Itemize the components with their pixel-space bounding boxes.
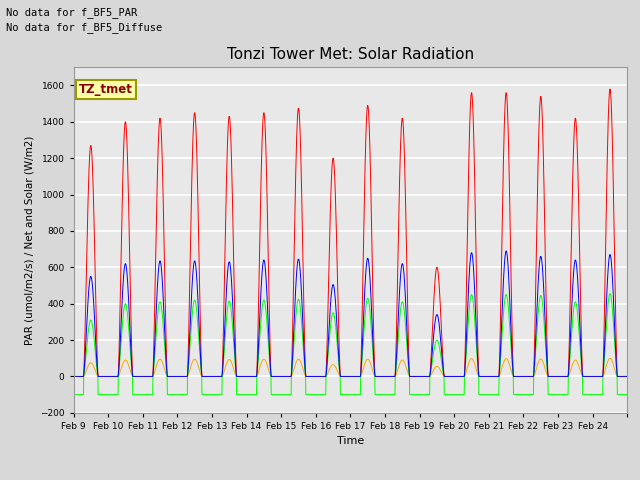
Net — [244, 392, 252, 397]
Pyranometer — [616, 373, 623, 379]
Pyranometer — [384, 373, 392, 379]
Text: No data for f_BF5_Diffuse: No data for f_BF5_Diffuse — [6, 22, 163, 33]
Reflected PAR — [517, 373, 525, 379]
Incoming PAR — [606, 86, 614, 92]
Y-axis label: PAR (umol/m2/s) / Net and Solar (W/m2): PAR (umol/m2/s) / Net and Solar (W/m2) — [24, 135, 35, 345]
Line: Reflected PAR: Reflected PAR — [74, 359, 627, 376]
Pyranometer — [125, 302, 132, 308]
Net — [125, 328, 132, 334]
Net — [606, 291, 614, 297]
Pyranometer — [502, 248, 510, 254]
Reflected PAR — [616, 373, 623, 379]
Pyranometer — [70, 373, 77, 379]
Reflected PAR — [623, 373, 631, 379]
Reflected PAR — [384, 373, 392, 379]
Reflected PAR — [548, 373, 556, 379]
Incoming PAR — [616, 373, 623, 379]
Line: Net: Net — [74, 294, 627, 395]
Text: No data for f_BF5_PAR: No data for f_BF5_PAR — [6, 7, 138, 18]
Reflected PAR — [244, 373, 252, 379]
Text: TZ_tmet: TZ_tmet — [79, 83, 133, 96]
Net — [517, 392, 525, 397]
Incoming PAR — [623, 373, 631, 379]
Net — [548, 392, 556, 397]
Net — [623, 392, 631, 397]
Pyranometer — [244, 373, 252, 379]
Incoming PAR — [244, 373, 252, 379]
Pyranometer — [623, 373, 631, 379]
Incoming PAR — [70, 373, 77, 379]
Reflected PAR — [70, 373, 77, 379]
Incoming PAR — [548, 373, 556, 379]
Incoming PAR — [384, 373, 392, 379]
Title: Tonzi Tower Met: Solar Radiation: Tonzi Tower Met: Solar Radiation — [227, 47, 474, 62]
Net — [616, 392, 623, 397]
Reflected PAR — [606, 356, 614, 361]
X-axis label: Time: Time — [337, 436, 364, 446]
Line: Incoming PAR: Incoming PAR — [74, 89, 627, 376]
Pyranometer — [517, 373, 525, 379]
Incoming PAR — [125, 214, 132, 219]
Reflected PAR — [125, 363, 132, 369]
Pyranometer — [548, 373, 556, 379]
Net — [70, 392, 77, 397]
Line: Pyranometer: Pyranometer — [74, 251, 627, 376]
Net — [384, 392, 392, 397]
Incoming PAR — [517, 373, 525, 379]
